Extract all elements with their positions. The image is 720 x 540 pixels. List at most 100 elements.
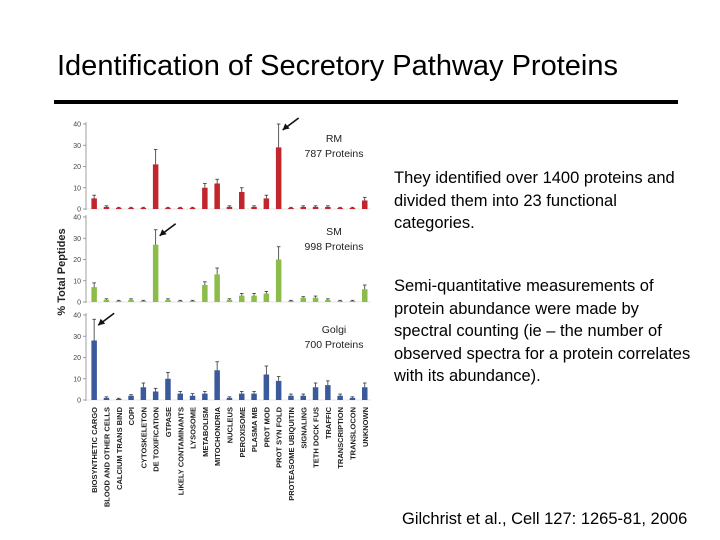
arrow-head — [98, 318, 106, 326]
category-label: CALCIUM TRANS BIND — [115, 406, 124, 489]
slide-title: Identification of Secretory Pathway Prot… — [57, 50, 618, 82]
bar — [312, 297, 319, 302]
category-label: TRAFFIC — [324, 406, 333, 439]
bar — [300, 206, 306, 209]
series-name: Golgi — [322, 324, 347, 336]
bar — [226, 206, 233, 209]
bar — [263, 293, 270, 302]
bar — [349, 397, 356, 400]
bar — [116, 398, 122, 400]
bar — [275, 380, 282, 400]
category-label: COPI — [127, 407, 136, 425]
category-label: LIKELY CONTAMINANTS — [176, 407, 185, 495]
bar — [91, 198, 97, 209]
title-underline-tail — [658, 103, 678, 104]
bar — [288, 300, 294, 302]
y-tick-label: 10 — [73, 278, 81, 285]
bar — [239, 192, 245, 209]
bar — [288, 395, 294, 400]
bar — [128, 207, 134, 209]
bar — [263, 374, 270, 400]
bar — [325, 299, 331, 302]
bar — [362, 200, 368, 209]
bar — [214, 274, 220, 302]
bar — [312, 206, 319, 209]
bar — [337, 207, 343, 209]
y-tick-label: 40 — [73, 215, 81, 222]
y-tick-label: 10 — [73, 376, 81, 383]
bar — [140, 207, 147, 209]
y-tick-label: 30 — [73, 143, 81, 150]
bar — [189, 207, 196, 209]
category-label: MITOCHONDRIA — [213, 406, 222, 466]
category-label: BIOSYNTHETIC CARGO — [90, 407, 99, 493]
arrow-head — [282, 123, 290, 130]
y-tick-label: 20 — [73, 355, 81, 362]
series-annotation: 700 Proteins — [305, 339, 364, 351]
bar — [140, 300, 147, 302]
bar — [214, 370, 220, 400]
y-tick-label: 30 — [73, 334, 81, 341]
citation: Gilchrist et al., Cell 127: 1265-81, 200… — [402, 510, 688, 528]
bar — [251, 393, 257, 400]
bar — [189, 300, 196, 302]
bar — [312, 387, 319, 400]
bar — [116, 300, 122, 302]
bar — [349, 300, 356, 302]
title-underline — [54, 100, 678, 104]
bar — [152, 391, 159, 400]
y-tick-label: 30 — [73, 236, 81, 243]
bar — [300, 297, 306, 302]
y-tick-label: 0 — [77, 207, 81, 214]
bar — [165, 378, 171, 400]
category-label: METABOLISM — [201, 407, 210, 457]
bar — [165, 299, 171, 302]
bar — [288, 207, 294, 209]
series-annotation: 787 Proteins — [305, 148, 364, 160]
category-label: TRANSCRIPTION — [336, 407, 345, 469]
bar — [263, 198, 270, 209]
bar — [337, 395, 343, 400]
bar — [165, 207, 171, 209]
category-label: UNKNOWN — [361, 407, 370, 447]
category-label: PROTEASOME UBIQUITIN — [287, 407, 296, 501]
category-label: TRANSLOCON — [348, 407, 357, 460]
bar — [251, 206, 257, 209]
y-tick-label: 40 — [73, 313, 81, 320]
y-tick-label: 10 — [73, 185, 81, 192]
bar — [325, 206, 331, 209]
category-label: GTPASE — [164, 407, 173, 437]
category-label: CYTOSKELETON — [139, 407, 148, 468]
category-label: BLOOD AND OTHER CELLS — [102, 407, 111, 507]
bar — [103, 206, 110, 209]
bar — [103, 397, 110, 400]
bar — [91, 340, 97, 400]
bar — [128, 299, 134, 302]
bar — [116, 207, 122, 209]
category-label: PEROXISOME — [238, 407, 247, 457]
paragraph-methods: Semi-quantitative measurements of protei… — [394, 277, 691, 385]
bar — [128, 395, 134, 400]
bar — [300, 395, 306, 400]
category-label: LYSOSOME — [189, 407, 198, 449]
bar — [177, 207, 183, 209]
bar — [152, 164, 159, 209]
category-label: PROT SYN FOLD — [275, 406, 284, 467]
bar — [325, 385, 331, 400]
category-label: PLASMA MB — [250, 406, 259, 452]
category-label: PROT MOD — [262, 406, 271, 447]
category-label: SIGNALING — [299, 407, 308, 449]
bar — [349, 207, 356, 209]
bar — [140, 387, 147, 400]
bar — [226, 397, 233, 400]
y-tick-label: 20 — [73, 257, 81, 264]
bar — [275, 147, 282, 209]
arrow-head — [159, 229, 167, 236]
bar-chart: % Total Peptides 0 10 20 30 40 RM 787 Proteins 0… — [56, 117, 371, 507]
category-label: DE TOXIFICATION — [152, 407, 161, 472]
bar — [337, 300, 343, 302]
bar — [362, 289, 368, 302]
bar — [177, 393, 183, 400]
bar — [202, 285, 208, 302]
bar — [239, 295, 245, 302]
